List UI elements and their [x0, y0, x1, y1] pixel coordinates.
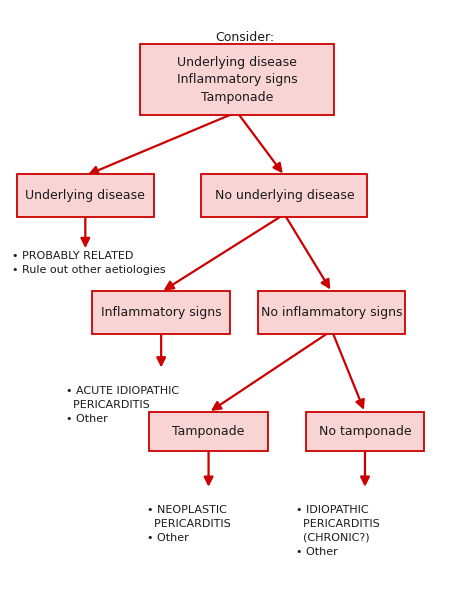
Text: • PROBABLY RELATED
• Rule out other aetiologies: • PROBABLY RELATED • Rule out other aeti… — [12, 251, 166, 275]
Text: • ACUTE IDIOPATHIC
  PERICARDITIS
• Other: • ACUTE IDIOPATHIC PERICARDITIS • Other — [66, 386, 180, 424]
Text: Consider:: Consider: — [216, 31, 275, 43]
FancyBboxPatch shape — [140, 45, 334, 115]
FancyBboxPatch shape — [258, 291, 405, 334]
Text: Underlying disease
Inflammatory signs
Tamponade: Underlying disease Inflammatory signs Ta… — [177, 56, 297, 103]
Text: Inflammatory signs: Inflammatory signs — [101, 305, 221, 319]
Text: Tamponade: Tamponade — [173, 425, 245, 438]
Text: No underlying disease: No underlying disease — [215, 189, 354, 203]
FancyBboxPatch shape — [201, 174, 367, 217]
Text: • NEOPLASTIC
  PERICARDITIS
• Other: • NEOPLASTIC PERICARDITIS • Other — [147, 505, 231, 543]
FancyBboxPatch shape — [17, 174, 154, 217]
FancyBboxPatch shape — [306, 412, 424, 452]
Text: No inflammatory signs: No inflammatory signs — [261, 305, 402, 319]
Text: No tamponade: No tamponade — [319, 425, 411, 438]
Text: Underlying disease: Underlying disease — [26, 189, 145, 203]
FancyBboxPatch shape — [149, 412, 268, 452]
Text: • IDIOPATHIC
  PERICARDITIS
  (CHRONIC?)
• Other: • IDIOPATHIC PERICARDITIS (CHRONIC?) • O… — [296, 505, 380, 557]
FancyBboxPatch shape — [92, 291, 230, 334]
